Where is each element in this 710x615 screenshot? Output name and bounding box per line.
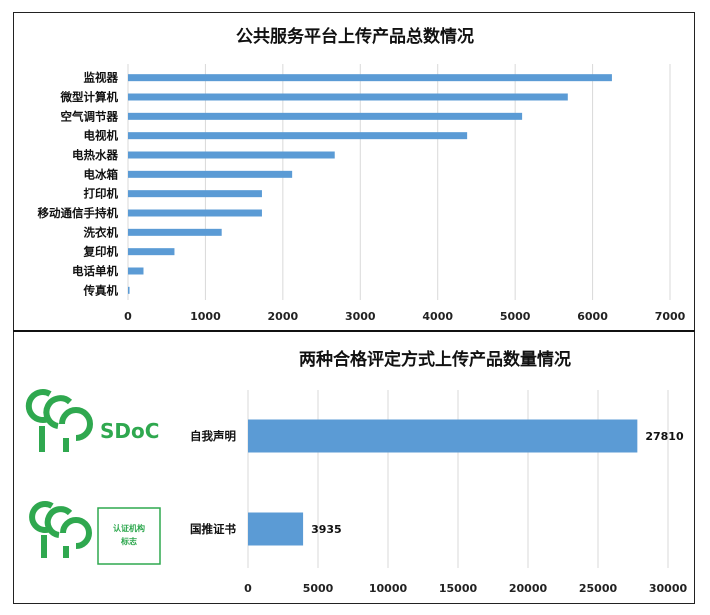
chart1-bar — [128, 170, 293, 178]
chart2-data-label: 3935 — [311, 523, 342, 536]
chart1-category-label: 移动通信手持机 — [38, 206, 119, 220]
chart1-gridlines — [127, 64, 671, 300]
chart2-data-label: 27810 — [645, 430, 684, 443]
chart1-category-label: 电热水器 — [72, 148, 118, 162]
certification-logo: 认证机构 标志 — [29, 501, 161, 565]
chart1-x-tick-label: 3000 — [345, 310, 376, 323]
chart1-bar — [128, 74, 612, 82]
section-divider — [13, 330, 695, 332]
chart-upload-totals: 公共服务平台上传产品总数情况 监视器微型计算机空气调节器电视机电热水器电冰箱打印… — [38, 26, 686, 323]
chart1-x-tick-label: 5000 — [500, 310, 531, 323]
chart2-title: 两种合格评定方式上传产品数量情况 — [299, 349, 571, 370]
chart1-bar — [128, 286, 130, 294]
ccp-mark-icon — [29, 501, 92, 558]
chart1-category-label: 电冰箱 — [84, 167, 119, 181]
chart1-category-label: 洗衣机 — [84, 225, 119, 239]
chart2-x-tick-labels: 0 5000 10000 15000 20000 25000 30000 — [244, 582, 687, 595]
chart2-bars — [248, 419, 638, 546]
chart2-x-tick-label: 25000 — [579, 582, 618, 595]
chart1-category-label: 电话单机 — [72, 264, 118, 278]
chart2-x-tick-label: 5000 — [303, 582, 334, 595]
chart1-bar — [128, 190, 262, 198]
chart1-category-label: 打印机 — [84, 187, 119, 201]
chart1-bar — [128, 93, 568, 101]
chart2-x-tick-label: 10000 — [369, 582, 408, 595]
chart1-x-tick-label: 7000 — [655, 310, 686, 323]
chart1-category-label: 传真机 — [83, 283, 119, 297]
chart1-category-label: 监视器 — [84, 71, 119, 85]
chart1-x-tick-label: 1000 — [190, 310, 221, 323]
figure-frame — [13, 12, 695, 604]
chart1-category-label: 复印机 — [83, 245, 119, 259]
certification-badge-box — [97, 507, 161, 565]
chart2-bar — [248, 512, 304, 546]
chart2-data-labels: 27810 3935 — [311, 430, 684, 536]
chart1-category-label: 微型计算机 — [60, 90, 119, 104]
certification-badge-line2: 标志 — [120, 536, 137, 546]
chart2-x-tick-label: 0 — [244, 582, 252, 595]
certification-badge-line1: 认证机构 — [113, 523, 145, 533]
chart1-title: 公共服务平台上传产品总数情况 — [236, 26, 474, 47]
chart1-x-tick-label: 2000 — [268, 310, 299, 323]
chart1-bar — [128, 151, 335, 159]
chart1-category-label: 电视机 — [84, 129, 119, 143]
chart1-bar — [128, 132, 468, 140]
chart1-x-tick-label: 0 — [124, 310, 132, 323]
chart1-category-labels: 监视器微型计算机空气调节器电视机电热水器电冰箱打印机移动通信手持机洗衣机复印机电… — [38, 71, 119, 298]
chart2-category-label: 自我声明 — [190, 429, 236, 443]
sdoc-logo-text: SDoC — [100, 419, 159, 443]
chart2-x-tick-label: 30000 — [649, 582, 688, 595]
chart1-bar — [128, 267, 144, 275]
chart2-category-label: 国推证书 — [190, 522, 236, 536]
chart2-x-tick-label: 15000 — [439, 582, 478, 595]
chart1-bar — [128, 228, 222, 236]
sdoc-logo: SDoC — [25, 389, 159, 452]
chart1-bars — [128, 74, 612, 294]
chart2-gridlines — [247, 390, 669, 568]
chart1-bar — [128, 248, 175, 256]
ccp-mark-icon — [25, 389, 93, 452]
chart1-bar — [128, 112, 523, 120]
chart1-bar — [128, 209, 262, 217]
chart1-x-tick-label: 6000 — [577, 310, 608, 323]
chart2-x-tick-label: 20000 — [509, 582, 548, 595]
chart1-category-label: 空气调节器 — [61, 109, 119, 123]
chart2-bar — [248, 419, 638, 453]
chart1-x-tick-label: 4000 — [422, 310, 453, 323]
chart1-x-tick-labels: 0 1000 2000 3000 4000 5000 6000 7000 — [124, 310, 685, 323]
